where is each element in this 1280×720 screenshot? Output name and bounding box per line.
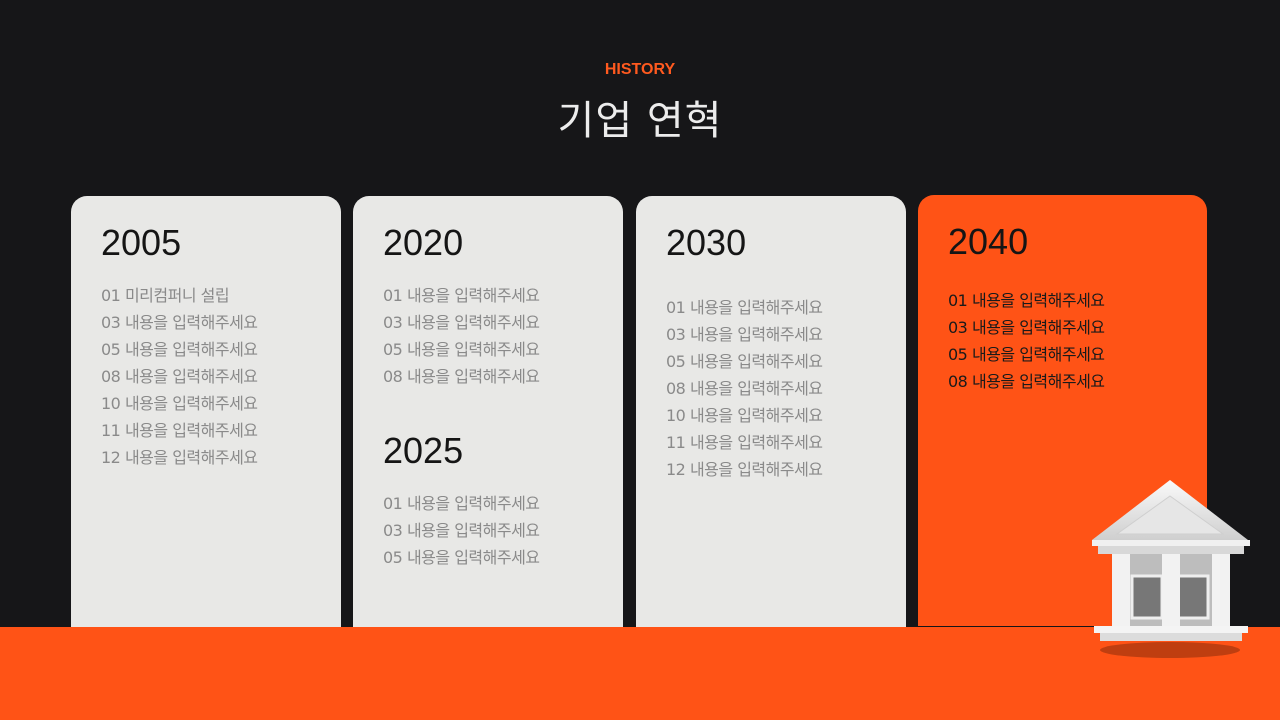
bottom-band [0, 627, 1280, 720]
history-item: 01 미리컴퍼니 설립 [101, 286, 230, 305]
history-item: 03 내용을 입력해주세요 [948, 318, 1105, 337]
bank-building-icon [1092, 480, 1250, 658]
year-heading: 2005 [101, 222, 182, 263]
year-heading: 2025 [383, 430, 464, 471]
history-item: 03 내용을 입력해주세요 [101, 313, 258, 332]
history-item: 11 내용을 입력해주세요 [666, 433, 823, 452]
history-item: 01 내용을 입력해주세요 [948, 291, 1105, 310]
year-heading: 2030 [666, 222, 747, 263]
history-item: 08 내용을 입력해주세요 [383, 367, 540, 386]
history-item: 11 내용을 입력해주세요 [101, 421, 258, 440]
history-item: 01 내용을 입력해주세요 [666, 298, 823, 317]
year-heading: 2020 [383, 222, 464, 263]
history-item: 03 내용을 입력해주세요 [383, 521, 540, 540]
history-card-2005: 2005 01 미리컴퍼니 설립 03 내용을 입력해주세요 05 내용을 입력해주세… [71, 196, 341, 627]
history-item: 10 내용을 입력해주세요 [666, 406, 823, 425]
section-kicker: HISTORY [604, 61, 676, 78]
history-item: 01 내용을 입력해주세요 [383, 286, 540, 305]
history-item: 05 내용을 입력해주세요 [383, 548, 540, 567]
history-item: 08 내용을 입력해주세요 [948, 372, 1105, 391]
history-card-2030: 2030 01 내용을 입력해주세요 03 내용을 입력해주세요 05 내용을 입력해… [636, 196, 906, 627]
history-item: 05 내용을 입력해주세요 [666, 352, 823, 371]
history-item: 05 내용을 입력해주세요 [383, 340, 540, 359]
history-item: 12 내용을 입력해주세요 [101, 448, 258, 467]
history-item: 01 내용을 입력해주세요 [383, 494, 540, 513]
history-item: 08 내용을 입력해주세요 [101, 367, 258, 386]
year-heading: 2040 [948, 221, 1029, 262]
history-item: 12 내용을 입력해주세요 [666, 460, 823, 479]
history-item: 08 내용을 입력해주세요 [666, 379, 823, 398]
history-item: 05 내용을 입력해주세요 [101, 340, 258, 359]
history-item: 03 내용을 입력해주세요 [666, 325, 823, 344]
history-item: 03 내용을 입력해주세요 [383, 313, 540, 332]
history-card-2020: 2020 01 내용을 입력해주세요 03 내용을 입력해주세요 05 내용을 입력해… [353, 196, 623, 627]
history-item: 05 내용을 입력해주세요 [948, 345, 1105, 364]
page-title: 기업 연혁 [557, 98, 723, 144]
history-item: 10 내용을 입력해주세요 [101, 394, 258, 413]
history-card-2040: 2040 01 내용을 입력해주세요 03 내용을 입력해주세요 05 내용을 입력해… [918, 195, 1207, 626]
